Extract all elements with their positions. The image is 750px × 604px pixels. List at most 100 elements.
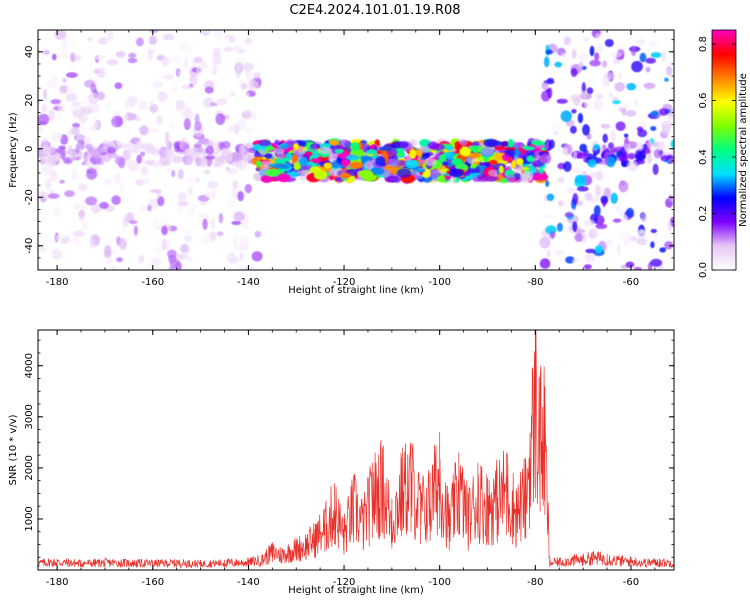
heatmap-cell	[244, 127, 257, 132]
heatmap-cell	[88, 92, 99, 104]
heatmap-cell	[312, 149, 319, 159]
heatmap-cell	[139, 205, 149, 211]
heatmap-cell	[477, 173, 490, 183]
heatmap-cell	[396, 168, 412, 178]
heatmap-cell	[111, 195, 121, 206]
heatmap-cell	[81, 161, 87, 166]
heatmap-cell	[645, 66, 651, 73]
heatmap-cell	[573, 96, 581, 107]
heatmap-cell	[89, 238, 95, 250]
x-tick-label: -80	[527, 577, 543, 588]
y-tick-label: 40	[24, 45, 35, 58]
heatmap-cell	[426, 169, 441, 178]
heatmap-cell	[58, 145, 66, 151]
heatmap-cell	[105, 102, 112, 109]
heatmap-cell	[557, 176, 565, 184]
heatmap-cell	[584, 252, 596, 263]
heatmap-cell	[645, 57, 656, 64]
heatmap-cell	[140, 165, 149, 176]
heatmap-cell	[563, 36, 572, 46]
heatmap-cell	[195, 151, 204, 159]
heatmap-cell	[72, 230, 85, 238]
heatmap-cell	[240, 82, 248, 90]
y-tick-label: 20	[24, 94, 35, 107]
heatmap-cell	[570, 125, 577, 134]
heatmap-cell	[93, 55, 106, 60]
heatmap-cell	[204, 86, 214, 94]
heatmap-cell	[507, 139, 514, 148]
colorbar-scale	[712, 30, 736, 270]
heatmap-cell	[189, 74, 198, 86]
heatmap-cell	[38, 125, 43, 133]
heatmap-cell	[640, 212, 647, 222]
heatmap-cell	[451, 158, 464, 166]
heatmap-cell	[129, 220, 138, 225]
heatmap-cell	[151, 161, 162, 168]
heatmap-cell	[619, 152, 628, 163]
heatmap-cell	[488, 159, 498, 165]
heatmap-cell	[233, 44, 243, 53]
heatmap-cell	[159, 155, 172, 166]
heatmap-cell	[97, 157, 102, 164]
heatmap-cell	[560, 52, 567, 59]
heatmap-cell	[667, 219, 672, 232]
heatmap-cell	[151, 217, 159, 230]
heatmap-cell	[369, 167, 385, 175]
heatmap-cell	[424, 157, 437, 167]
heatmap-cell	[62, 156, 73, 165]
heatmap-cell	[666, 112, 674, 124]
heatmap-cell	[643, 149, 651, 154]
heatmap-x-axis-label: Height of straight line (km)	[288, 285, 424, 296]
heatmap-cell	[95, 147, 108, 153]
heatmap-cell	[533, 173, 549, 181]
heatmap-cell	[616, 243, 622, 255]
heatmap-cell	[618, 180, 629, 193]
heatmap-cell	[511, 143, 526, 148]
heatmap-cell	[650, 241, 655, 249]
x-tick-label: -140	[237, 577, 260, 588]
heatmap-cell	[293, 143, 299, 150]
heatmap-cell	[127, 57, 138, 64]
heatmap-cell	[550, 124, 561, 136]
heatmap-cell	[582, 170, 587, 176]
heatmap-cell	[666, 65, 673, 76]
heatmap-cell	[298, 156, 308, 167]
heatmap-cell	[119, 238, 127, 250]
heatmap-cell	[572, 193, 579, 205]
heatmap-cell	[662, 104, 672, 110]
heatmap-cell	[618, 107, 627, 113]
heatmap-cell	[578, 61, 584, 70]
heatmap-cell	[595, 223, 608, 229]
heatmap-cell	[577, 112, 584, 124]
heatmap-cell	[82, 136, 92, 146]
heatmap-cell	[595, 43, 604, 53]
heatmap-cell	[669, 149, 674, 154]
heatmap-cell	[580, 90, 588, 100]
heatmap-cell	[88, 63, 93, 76]
heatmap-cell	[123, 113, 129, 123]
heatmap-cell	[39, 157, 47, 165]
heatmap-cell	[571, 258, 579, 263]
heatmap-cell	[610, 52, 623, 58]
heatmap-cell	[69, 37, 77, 43]
heatmap-cell	[249, 77, 256, 88]
x-tick-label: -180	[46, 577, 69, 588]
heatmap-cell	[66, 72, 78, 78]
heatmap-cell	[161, 56, 169, 67]
heatmap-cell	[214, 156, 224, 167]
heatmap-cell	[135, 116, 141, 122]
heatmap-cell	[238, 236, 249, 247]
heatmap-cell	[590, 171, 601, 179]
heatmap-cell	[72, 204, 83, 210]
heatmap-cell	[652, 163, 659, 175]
heatmap-cell	[40, 104, 48, 113]
heatmap-cell	[600, 123, 611, 129]
heatmap-cell	[60, 149, 66, 161]
heatmap-cell	[293, 162, 301, 171]
heatmap-cell	[179, 106, 187, 118]
heatmap-cell	[378, 146, 393, 151]
heatmap-cell	[183, 255, 193, 262]
heatmap-cell	[128, 52, 137, 59]
snr-frame	[37, 329, 675, 571]
